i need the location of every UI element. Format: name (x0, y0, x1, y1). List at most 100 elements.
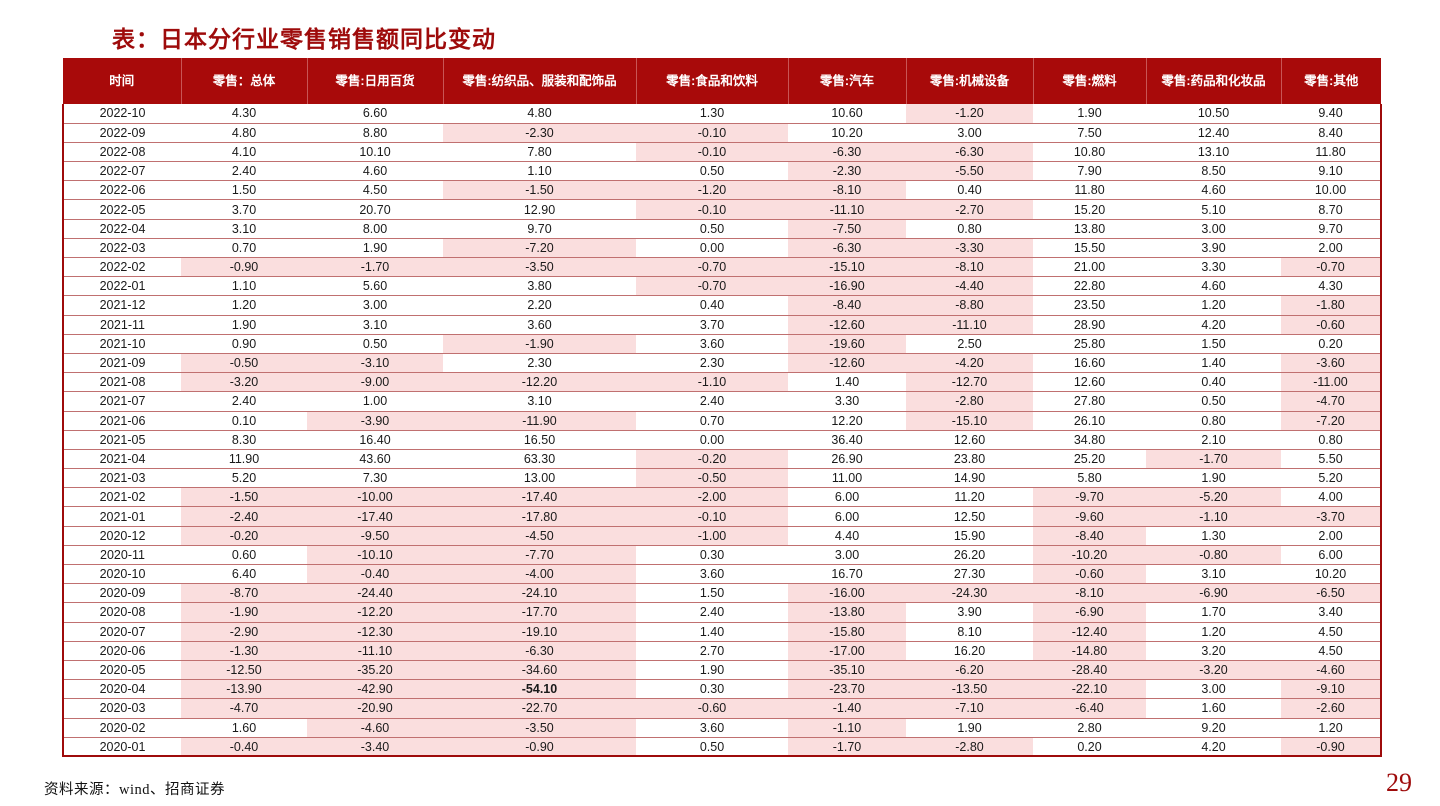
data-cell: 1.90 (181, 314, 307, 335)
data-cell: -10.00 (307, 487, 443, 508)
data-cell: 8.10 (906, 621, 1033, 642)
data-cell: -8.40 (788, 295, 906, 316)
page-title: 表：日本分行业零售销售额同比变动 (112, 27, 496, 52)
data-cell: -0.10 (636, 199, 788, 220)
data-cell: 3.60 (443, 314, 636, 335)
data-cell: 27.30 (906, 563, 1033, 585)
data-cell: 4.20 (1146, 314, 1281, 335)
table-row: 2021-06 0.10 -3.90 -11.90 0.70 12.20 -15.10 26.… (62, 410, 1382, 431)
data-cell: 0.40 (636, 295, 788, 316)
data-cell: 3.70 (636, 314, 788, 335)
data-cell: -2.30 (788, 161, 906, 182)
data-cell: 1.10 (443, 161, 636, 182)
data-cell: -1.40 (788, 698, 906, 719)
data-cell: 3.30 (788, 391, 906, 412)
data-cell: 0.30 (636, 544, 788, 566)
data-cell: 12.60 (1033, 372, 1146, 393)
data-cell: -9.60 (1033, 506, 1146, 527)
table-row: 2022-03 0.70 1.90 -7.20 0.00 -6.30 -3.30 15.50 3… (62, 237, 1382, 259)
data-cell: -8.10 (1033, 583, 1146, 604)
data-cell: -2.70 (906, 199, 1033, 220)
data-cell: -2.60 (1281, 698, 1382, 719)
table-row: 2022-01 1.10 5.60 3.80 -0.70 -16.90 -4.40 22.80… (62, 276, 1382, 297)
data-cell: -4.70 (1281, 391, 1382, 412)
data-cell: -1.90 (181, 602, 307, 623)
row-period: 2021-08 (62, 372, 181, 393)
data-cell: -2.40 (181, 506, 307, 527)
data-cell: -12.50 (181, 659, 307, 681)
row-period: 2020-12 (62, 525, 181, 546)
data-cell: 5.20 (1281, 468, 1382, 489)
data-cell: 10.60 (788, 104, 906, 124)
data-cell: 12.50 (906, 506, 1033, 527)
data-cell: 20.70 (307, 199, 443, 220)
data-cell: -6.30 (443, 640, 636, 661)
data-cell: -17.00 (788, 640, 906, 661)
data-cell: -0.60 (636, 698, 788, 719)
row-period: 2021-02 (62, 487, 181, 508)
data-cell: 9.70 (443, 218, 636, 239)
data-cell: 1.90 (636, 659, 788, 681)
data-cell: -2.80 (906, 736, 1033, 758)
data-cell: 3.00 (1146, 218, 1281, 239)
data-cell: -3.60 (1281, 352, 1382, 374)
row-period: 2020-07 (62, 621, 181, 642)
data-cell: 1.50 (181, 180, 307, 201)
row-period: 2022-03 (62, 237, 181, 259)
data-cell: -15.80 (788, 621, 906, 642)
data-cell: 3.60 (636, 563, 788, 585)
row-period: 2021-07 (62, 391, 181, 412)
data-cell: -0.90 (181, 256, 307, 278)
data-cell: 16.50 (443, 429, 636, 450)
data-cell: 3.20 (1146, 640, 1281, 661)
data-cell: -15.10 (788, 256, 906, 278)
data-cell: 6.00 (1281, 544, 1382, 566)
data-cell: 9.70 (1281, 218, 1382, 239)
data-cell: -1.10 (788, 717, 906, 738)
data-cell: -12.70 (906, 372, 1033, 393)
data-cell: 0.50 (636, 736, 788, 758)
data-cell: 2.70 (636, 640, 788, 661)
data-cell: -22.10 (1033, 679, 1146, 700)
data-cell: -12.60 (788, 352, 906, 374)
column-header-9: 零售:其他 (1281, 58, 1381, 104)
data-cell: 16.70 (788, 563, 906, 585)
data-cell: 25.20 (1033, 448, 1146, 470)
table-header-row: 时间 零售：总体 零售:日用百货 零售:纺织品、服装和配饰品 零售:食品和饮料 零售:汽车… (63, 58, 1381, 104)
data-cell: -8.40 (1033, 525, 1146, 546)
table-row: 2020-04 -13.90 -42.90 -54.10 0.30 -23.70 -13.5… (62, 679, 1382, 700)
data-cell: 0.50 (1146, 391, 1281, 412)
data-cell: 23.80 (906, 448, 1033, 470)
data-cell: -0.90 (443, 736, 636, 758)
data-cell: -0.50 (636, 468, 788, 489)
data-cell: 12.40 (1146, 122, 1281, 143)
data-cell: 2.20 (443, 295, 636, 316)
column-header-5: 零售:汽车 (788, 58, 907, 104)
data-cell: -3.20 (1146, 659, 1281, 681)
table-row: 2020-09 -8.70 -24.40 -24.10 1.50 -16.00 -24.30… (62, 583, 1382, 604)
data-cell: 8.80 (307, 122, 443, 143)
data-cell: -0.50 (181, 352, 307, 374)
table-row: 2022-10 4.30 6.60 4.80 1.30 10.60 -1.20 1.90 10.… (62, 104, 1382, 124)
data-cell: -8.70 (181, 583, 307, 604)
data-cell: 1.90 (1146, 468, 1281, 489)
data-cell: 6.60 (307, 104, 443, 124)
data-cell: -0.80 (1146, 544, 1281, 566)
table-row: 2020-12 -0.20 -9.50 -4.50 -1.00 4.40 15.90 -8.4… (62, 525, 1382, 546)
data-cell: -0.70 (1281, 256, 1382, 278)
data-cell: 3.30 (1146, 256, 1281, 278)
data-cell: -14.80 (1033, 640, 1146, 661)
data-cell: -0.10 (636, 122, 788, 143)
data-cell: 0.20 (1033, 736, 1146, 758)
table-row: 2022-09 4.80 8.80 -2.30 -0.10 10.20 3.00 7.50 12… (62, 122, 1382, 143)
data-cell: 3.40 (1281, 602, 1382, 623)
data-cell: -12.40 (1033, 621, 1146, 642)
data-cell: 1.50 (1146, 333, 1281, 354)
data-cell: -9.70 (1033, 487, 1146, 508)
data-cell: -4.40 (906, 276, 1033, 297)
table-row: 2020-02 1.60 -4.60 -3.50 3.60 -1.10 1.90 2.80 9.… (62, 717, 1382, 738)
data-cell: 3.70 (181, 199, 307, 220)
data-cell: -11.10 (788, 199, 906, 220)
data-cell: -3.40 (307, 736, 443, 758)
data-cell: 2.30 (636, 352, 788, 374)
